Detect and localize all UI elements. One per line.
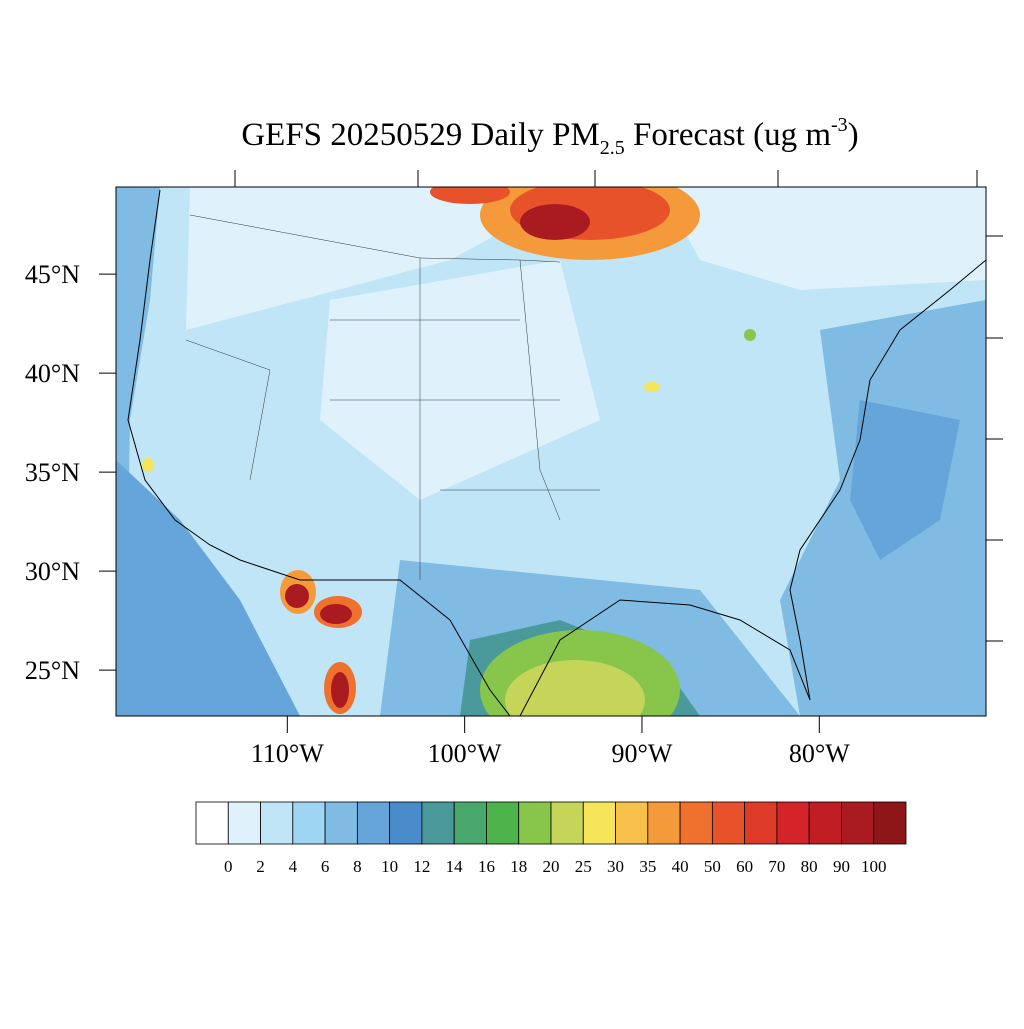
- colorbar-label: 18: [510, 857, 527, 876]
- colorbar-label: 6: [321, 857, 330, 876]
- x-tick-label: 80°W: [789, 739, 850, 768]
- x-tick-label: 90°W: [612, 739, 673, 768]
- colorbar-label: 35: [639, 857, 656, 876]
- colorbar-label: 80: [801, 857, 818, 876]
- colorbar-label: 4: [289, 857, 298, 876]
- colorbar-box: [744, 801, 778, 845]
- title: GEFS 20250529 Daily PM2.5 Forecast (ug m…: [241, 114, 858, 159]
- colorbar-label: 2: [256, 857, 265, 876]
- x-tick-label: 110°W: [251, 739, 324, 768]
- colorbar-box: [389, 801, 423, 845]
- colorbar-label: 14: [446, 857, 464, 876]
- colorbar-box: [453, 801, 487, 845]
- x-tick-label: 100°W: [428, 739, 502, 768]
- colorbar-box: [486, 801, 520, 845]
- colorbar-box: [647, 801, 681, 845]
- colorbar-box: [518, 801, 552, 845]
- colorbar-label: 50: [704, 857, 721, 876]
- title-end: ): [848, 117, 859, 153]
- map-field: [116, 187, 986, 716]
- colorbar-box: [582, 801, 616, 845]
- colorbar-label: 30: [607, 857, 624, 876]
- frame-ticks: [234, 170, 1003, 642]
- colorbar-label: 12: [413, 857, 430, 876]
- colorbar-label: 16: [478, 857, 495, 876]
- colorbar-box: [227, 801, 261, 845]
- colorbar-box: [292, 801, 326, 845]
- colorbar-label: 10: [381, 857, 398, 876]
- colorbar-label: 40: [672, 857, 689, 876]
- colorbar-label: 90: [833, 857, 850, 876]
- title-main: GEFS 20250529 Daily PM: [241, 117, 599, 153]
- colorbar-label: 0: [224, 857, 233, 876]
- colorbar-box: [550, 801, 584, 845]
- title-middle: Forecast (ug m: [625, 117, 832, 153]
- colorbar-label: 70: [768, 857, 785, 876]
- y-tick-label: 30°N: [25, 557, 80, 586]
- colorbar-box: [195, 801, 229, 845]
- colorbar-label: 8: [353, 857, 362, 876]
- title-subscript: 2.5: [600, 137, 625, 159]
- colorbar-box: [356, 801, 391, 845]
- colorbar-label: 100: [861, 857, 887, 876]
- colorbar-box: [421, 801, 455, 845]
- colorbar-box: [615, 801, 649, 845]
- colorbar-box: [873, 801, 907, 845]
- colorbar-box: [324, 801, 358, 845]
- colorbar-box: [711, 801, 746, 845]
- colorbar-label: 60: [736, 857, 753, 876]
- colorbar-label: 25: [575, 857, 592, 876]
- title-superscript: -3: [831, 114, 848, 136]
- y-tick-label: 25°N: [25, 656, 80, 685]
- colorbar-box: [776, 801, 810, 845]
- colorbar-box: [808, 801, 842, 845]
- y-tick-label: 35°N: [25, 458, 80, 487]
- map-frame: [115, 186, 987, 717]
- colorbar-box: [260, 801, 294, 845]
- y-tick-label: 45°N: [25, 260, 80, 289]
- y-tick-label: 40°N: [25, 359, 80, 388]
- colorbar-label: 20: [543, 857, 560, 876]
- colorbar-box: [679, 801, 713, 845]
- colorbar-box: [841, 801, 875, 845]
